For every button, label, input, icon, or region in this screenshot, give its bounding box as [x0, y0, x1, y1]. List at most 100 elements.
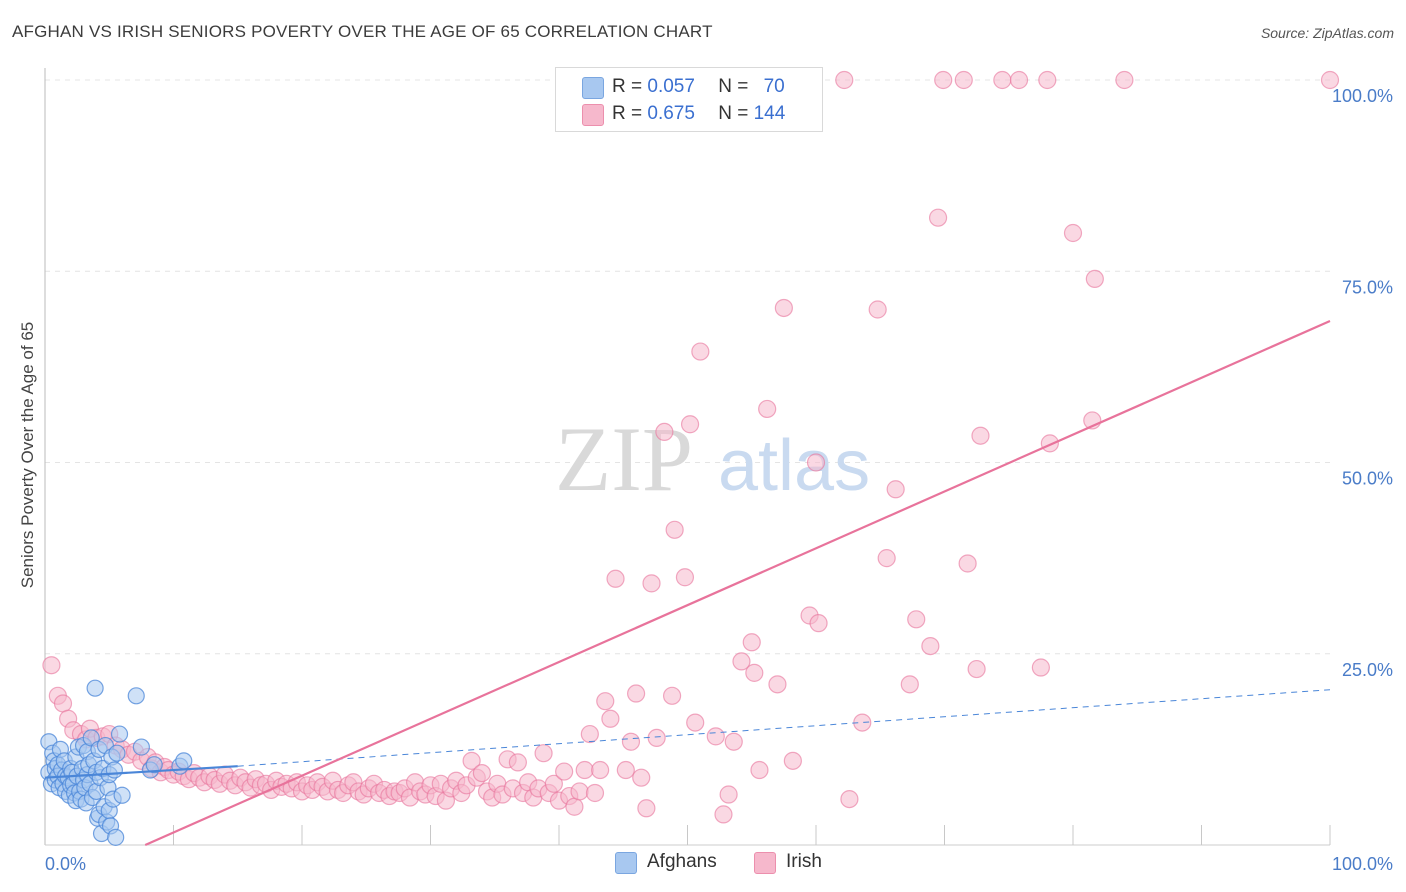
- point-irish: [758, 399, 777, 419]
- point-irish: [680, 415, 700, 434]
- legend-swatch-afghans: [582, 77, 604, 99]
- point-irish: [745, 663, 764, 682]
- point-irish: [958, 554, 977, 573]
- point-irish: [472, 763, 491, 783]
- point-irish: [900, 675, 919, 694]
- point-irish: [967, 659, 986, 679]
- point-irish: [462, 751, 481, 770]
- point-irish: [742, 633, 761, 652]
- point-irish: [971, 426, 990, 445]
- point-afghans: [105, 761, 123, 779]
- point-irish: [732, 652, 751, 671]
- point-irish: [1009, 70, 1029, 90]
- legend-r-label: R =: [612, 103, 648, 124]
- legend-n-value: 70: [763, 76, 785, 97]
- point-afghans: [127, 687, 145, 705]
- legend-r-label: R =: [612, 76, 648, 97]
- trend-line-irish: [144, 319, 1331, 847]
- point-irish: [877, 549, 896, 568]
- legend-n-label: N =: [718, 103, 754, 124]
- point-irish: [601, 709, 620, 728]
- point-irish: [42, 656, 61, 675]
- point-irish: [1031, 658, 1050, 677]
- point-irish: [934, 70, 953, 90]
- legend-n-label: N =: [718, 76, 754, 97]
- point-irish: [886, 480, 905, 499]
- point-irish: [954, 70, 973, 90]
- y-tick-label: 75.0%: [1342, 277, 1393, 297]
- point-irish: [591, 760, 610, 780]
- legend-n-value: 144: [753, 103, 786, 124]
- axes: [44, 68, 1331, 846]
- point-irish: [647, 728, 666, 748]
- point-irish: [928, 208, 948, 227]
- point-irish: [686, 713, 705, 732]
- watermark: ZIP atlas: [555, 408, 870, 510]
- trend-line-afghans: [237, 689, 1331, 767]
- point-irish: [714, 805, 733, 824]
- point-irish: [809, 614, 828, 633]
- bottom-legend-label-irish: Irish: [786, 851, 822, 872]
- legend-r-value: 0.057: [647, 76, 695, 97]
- point-irish: [724, 732, 743, 751]
- y-tick-label: 25.0%: [1342, 660, 1393, 680]
- point-irish: [642, 574, 661, 593]
- point-irish: [544, 774, 563, 793]
- point-afghans: [108, 744, 126, 762]
- point-irish: [580, 724, 599, 744]
- point-irish: [768, 675, 787, 694]
- point-irish: [868, 300, 887, 319]
- point-irish: [993, 70, 1012, 90]
- x-tick-label: 100.0%: [1332, 854, 1393, 874]
- point-irish: [637, 799, 656, 818]
- point-afghans: [110, 725, 129, 743]
- trend-line-afghans: [44, 765, 238, 779]
- point-irish: [783, 751, 802, 770]
- point-afghans: [132, 738, 150, 756]
- point-irish: [596, 692, 615, 711]
- point-irish: [1115, 70, 1134, 90]
- bottom-legend-swatch-irish: [754, 852, 776, 874]
- legend-text-irish: R = 0.675 N = 144: [612, 103, 785, 125]
- legend-text-afghans: R = 0.057 N = 70: [612, 76, 785, 98]
- x-tick-label: 0.0%: [45, 854, 86, 874]
- point-irish: [719, 785, 738, 804]
- bottom-legend-label-afghans: Afghans: [647, 851, 717, 872]
- point-irish: [691, 342, 710, 361]
- source-label: Source: ZipAtlas.com: [1260, 25, 1394, 41]
- point-irish: [1085, 269, 1104, 288]
- point-afghans: [113, 786, 131, 804]
- legend-swatch-irish: [582, 104, 604, 126]
- legend-r-value: 0.675: [647, 103, 695, 124]
- point-irish: [53, 694, 73, 713]
- point-irish: [840, 789, 859, 809]
- point-irish: [555, 762, 574, 781]
- watermark-zip: ZIP: [555, 408, 693, 510]
- watermark-atlas: atlas: [718, 426, 870, 506]
- point-irish: [662, 686, 682, 705]
- point-irish: [921, 636, 940, 656]
- point-irish: [575, 760, 594, 780]
- point-irish: [907, 610, 926, 629]
- point-irish: [508, 753, 527, 772]
- point-irish: [1038, 70, 1057, 90]
- point-irish: [1063, 223, 1083, 243]
- point-irish: [1320, 70, 1340, 90]
- point-irish: [626, 684, 646, 703]
- point-afghans: [145, 756, 163, 774]
- point-afghans: [107, 828, 125, 846]
- y-tick-label: 100.0%: [1332, 86, 1393, 106]
- y-tick-label: 50.0%: [1342, 469, 1393, 489]
- point-irish: [616, 760, 635, 780]
- point-irish: [655, 422, 674, 441]
- point-irish: [675, 568, 695, 587]
- bottom-legend-swatch-afghans: [615, 852, 637, 874]
- point-afghans: [86, 679, 104, 697]
- legend: R = 0.057 N = 70 R = 0.675 N = 144: [555, 67, 823, 132]
- point-irish: [774, 298, 793, 318]
- point-irish: [806, 453, 826, 472]
- point-irish: [570, 782, 589, 801]
- point-afghans: [175, 752, 193, 770]
- trend-lines: [44, 319, 1331, 847]
